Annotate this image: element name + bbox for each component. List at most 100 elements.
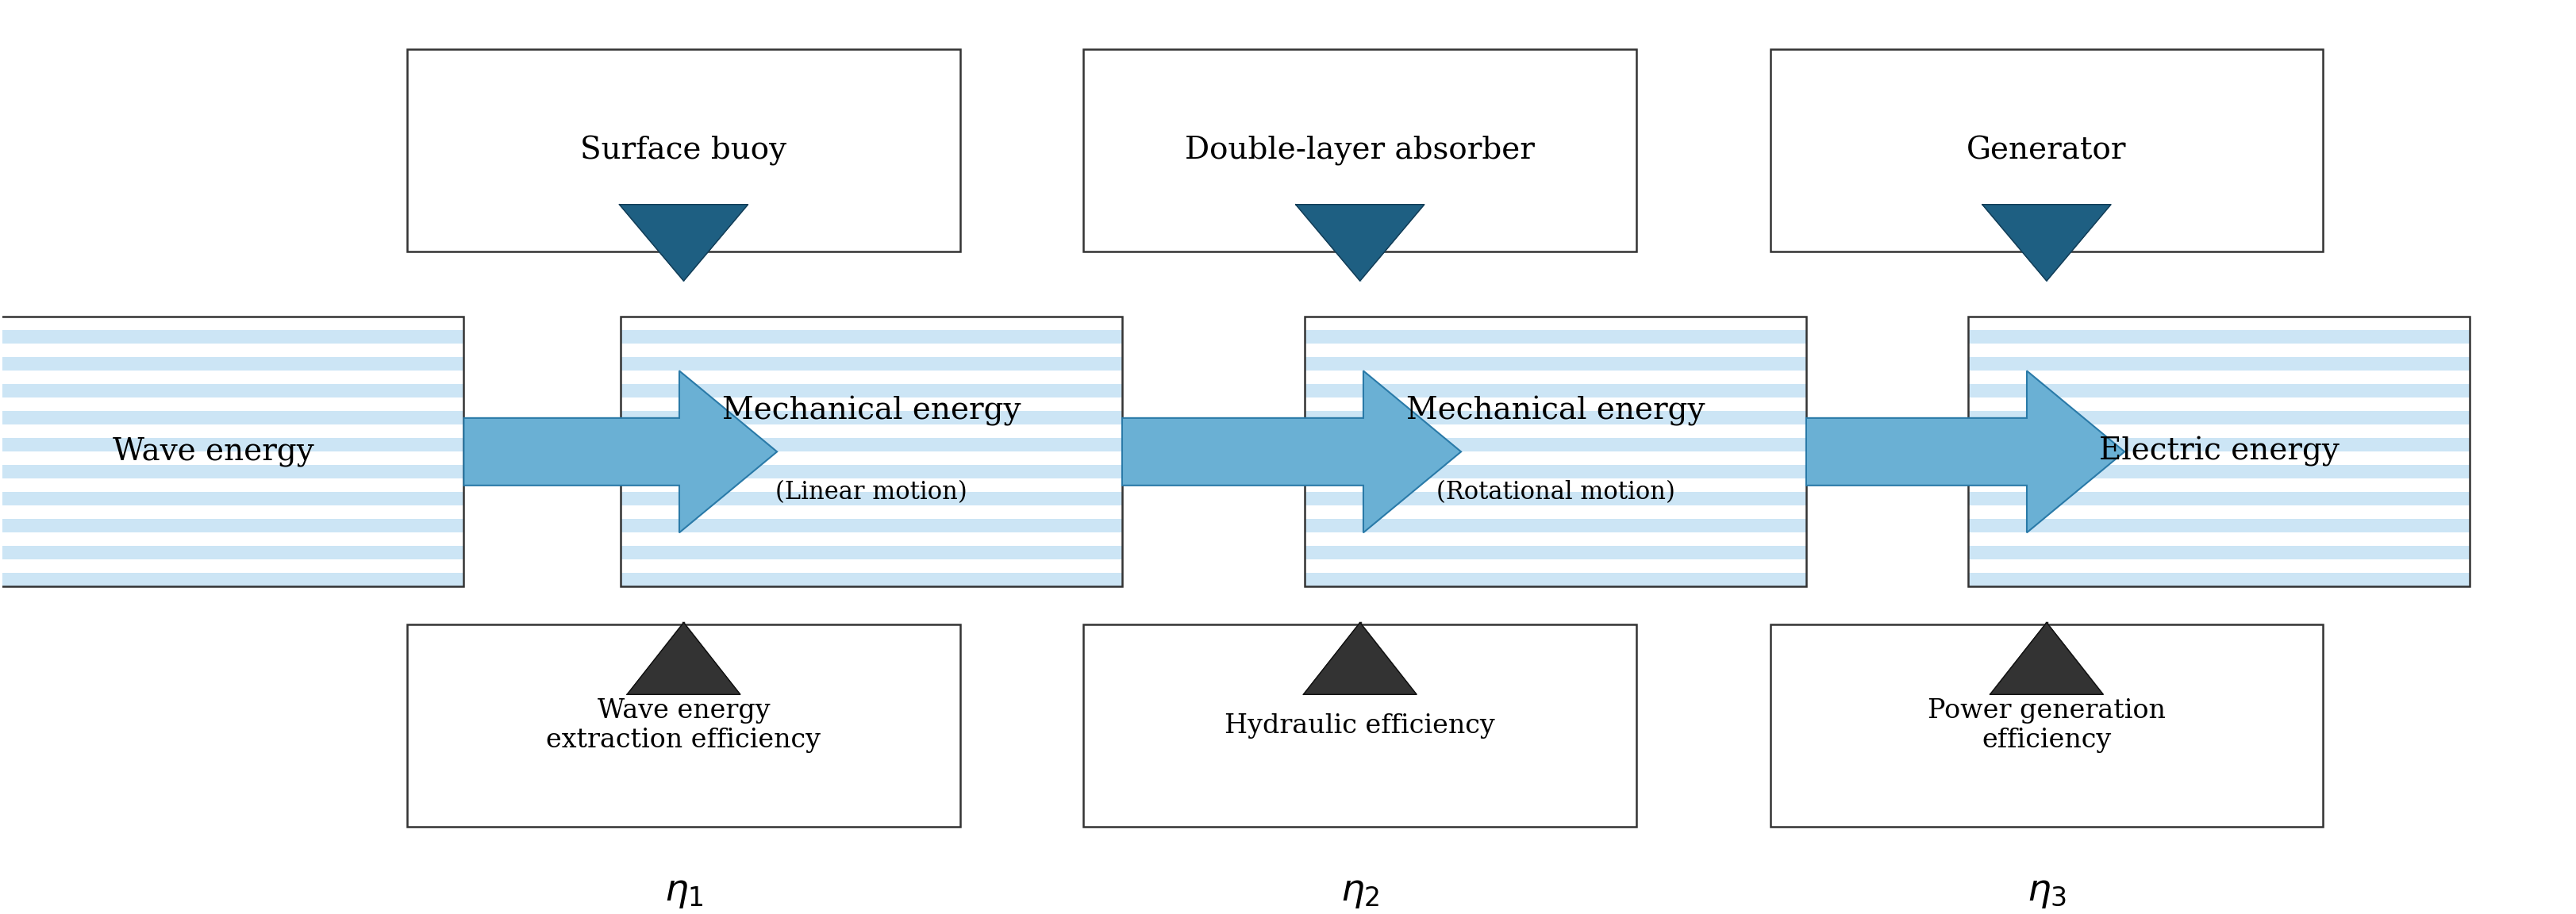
Bar [0, 317, 464, 330]
Bar [1303, 344, 1806, 357]
Text: Generator: Generator [1965, 136, 2128, 165]
Polygon shape [618, 205, 747, 281]
Bar [621, 371, 1123, 384]
FancyArrow shape [464, 371, 778, 533]
FancyArrow shape [1806, 371, 2125, 533]
Bar [1303, 519, 1806, 533]
Bar [1303, 492, 1806, 505]
Bar [1303, 371, 1806, 384]
Bar [621, 559, 1123, 573]
Bar [621, 357, 1123, 371]
Bar [1968, 465, 2470, 479]
Bar [0, 492, 464, 505]
Polygon shape [1296, 205, 1425, 281]
Text: Mechanical energy: Mechanical energy [721, 396, 1020, 426]
Bar [0, 559, 464, 573]
Bar [621, 384, 1123, 398]
Bar [621, 479, 1123, 492]
Bar [1968, 425, 2470, 438]
Bar [1968, 371, 2470, 384]
Bar [407, 625, 961, 827]
Bar [621, 452, 1123, 465]
Bar [0, 357, 464, 371]
Bar [1303, 438, 1806, 452]
Bar [621, 330, 1123, 344]
Bar [407, 49, 961, 251]
Bar [1968, 330, 2470, 344]
Bar [621, 425, 1123, 438]
Bar [621, 411, 1123, 425]
Bar [1084, 49, 1636, 251]
Bar [1968, 559, 2470, 573]
Bar [1968, 533, 2470, 546]
Bar [0, 317, 464, 587]
Polygon shape [1303, 622, 1417, 695]
Text: Double-layer absorber: Double-layer absorber [1185, 135, 1535, 165]
Bar [1303, 546, 1806, 559]
Bar [621, 492, 1123, 505]
Text: Wave energy: Wave energy [113, 437, 314, 466]
Bar [0, 371, 464, 384]
Bar [1968, 452, 2470, 465]
Bar [1303, 357, 1806, 371]
Bar [1303, 384, 1806, 398]
Bar [1968, 357, 2470, 371]
Bar [0, 330, 464, 344]
Bar [621, 519, 1123, 533]
Text: Mechanical energy: Mechanical energy [1406, 396, 1705, 426]
FancyArrow shape [1123, 371, 1461, 533]
Bar [0, 505, 464, 519]
Bar [1968, 492, 2470, 505]
Bar [1303, 398, 1806, 411]
Text: Surface buoy: Surface buoy [580, 135, 786, 165]
Bar [0, 519, 464, 533]
Bar [0, 411, 464, 425]
Bar [1303, 465, 1806, 479]
Bar [621, 398, 1123, 411]
Bar [621, 344, 1123, 357]
Bar [1968, 519, 2470, 533]
Bar [1303, 317, 1806, 330]
Bar [1968, 546, 2470, 559]
Bar [1303, 452, 1806, 465]
Bar [0, 533, 464, 546]
Bar [0, 438, 464, 452]
Text: $\eta_3$: $\eta_3$ [2027, 874, 2066, 909]
Bar [0, 398, 464, 411]
Bar [621, 317, 1123, 587]
Bar [1968, 438, 2470, 452]
Bar [1303, 411, 1806, 425]
Bar [1968, 344, 2470, 357]
Bar [1968, 505, 2470, 519]
Bar [0, 479, 464, 492]
Text: (Linear motion): (Linear motion) [775, 480, 969, 505]
Text: $\eta_2$: $\eta_2$ [1340, 874, 1381, 909]
Bar [1968, 479, 2470, 492]
Text: $\eta_1$: $\eta_1$ [665, 874, 703, 909]
Text: (Rotational motion): (Rotational motion) [1435, 480, 1674, 505]
Bar [1968, 411, 2470, 425]
Bar [621, 546, 1123, 559]
Polygon shape [1984, 205, 2110, 281]
Bar [1303, 533, 1806, 546]
Bar [1303, 330, 1806, 344]
Bar [0, 425, 464, 438]
Bar [621, 438, 1123, 452]
Bar [1084, 625, 1636, 827]
Bar [1303, 573, 1806, 587]
Bar [0, 546, 464, 559]
Bar [621, 505, 1123, 519]
Bar [1968, 573, 2470, 587]
Bar [621, 465, 1123, 479]
Bar [1770, 625, 2324, 827]
Bar [0, 452, 464, 465]
Bar [0, 573, 464, 587]
Polygon shape [1991, 622, 2102, 695]
Bar [1303, 505, 1806, 519]
Bar [0, 465, 464, 479]
Bar [621, 533, 1123, 546]
Bar [1968, 317, 2470, 587]
Bar [1968, 398, 2470, 411]
Text: Hydraulic efficiency: Hydraulic efficiency [1224, 713, 1494, 739]
Bar [1968, 384, 2470, 398]
